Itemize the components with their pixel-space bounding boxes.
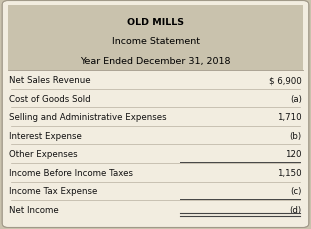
FancyBboxPatch shape	[2, 2, 309, 227]
Text: (d): (d)	[290, 205, 302, 214]
Text: Cost of Goods Sold: Cost of Goods Sold	[9, 94, 91, 103]
Text: Net Income: Net Income	[9, 205, 59, 214]
Text: Other Expenses: Other Expenses	[9, 150, 78, 158]
Text: Interest Expense: Interest Expense	[9, 131, 82, 140]
Text: Year Ended December 31, 2018: Year Ended December 31, 2018	[80, 57, 231, 66]
Text: Income Tax Expense: Income Tax Expense	[9, 186, 98, 196]
Text: OLD MILLS: OLD MILLS	[127, 17, 184, 26]
Text: 120: 120	[285, 150, 302, 158]
Bar	[8, 6, 303, 71]
Text: (a): (a)	[290, 94, 302, 103]
Text: Income Statement: Income Statement	[112, 37, 199, 46]
Text: Net Sales Revenue: Net Sales Revenue	[9, 76, 91, 85]
Text: Income Before Income Taxes: Income Before Income Taxes	[9, 168, 133, 177]
Text: $ 6,900: $ 6,900	[269, 76, 302, 85]
Text: (c): (c)	[290, 186, 302, 196]
Text: Selling and Administrative Expenses: Selling and Administrative Expenses	[9, 113, 167, 122]
Text: 1,150: 1,150	[277, 168, 302, 177]
Text: (b): (b)	[290, 131, 302, 140]
Text: 1,710: 1,710	[277, 113, 302, 122]
